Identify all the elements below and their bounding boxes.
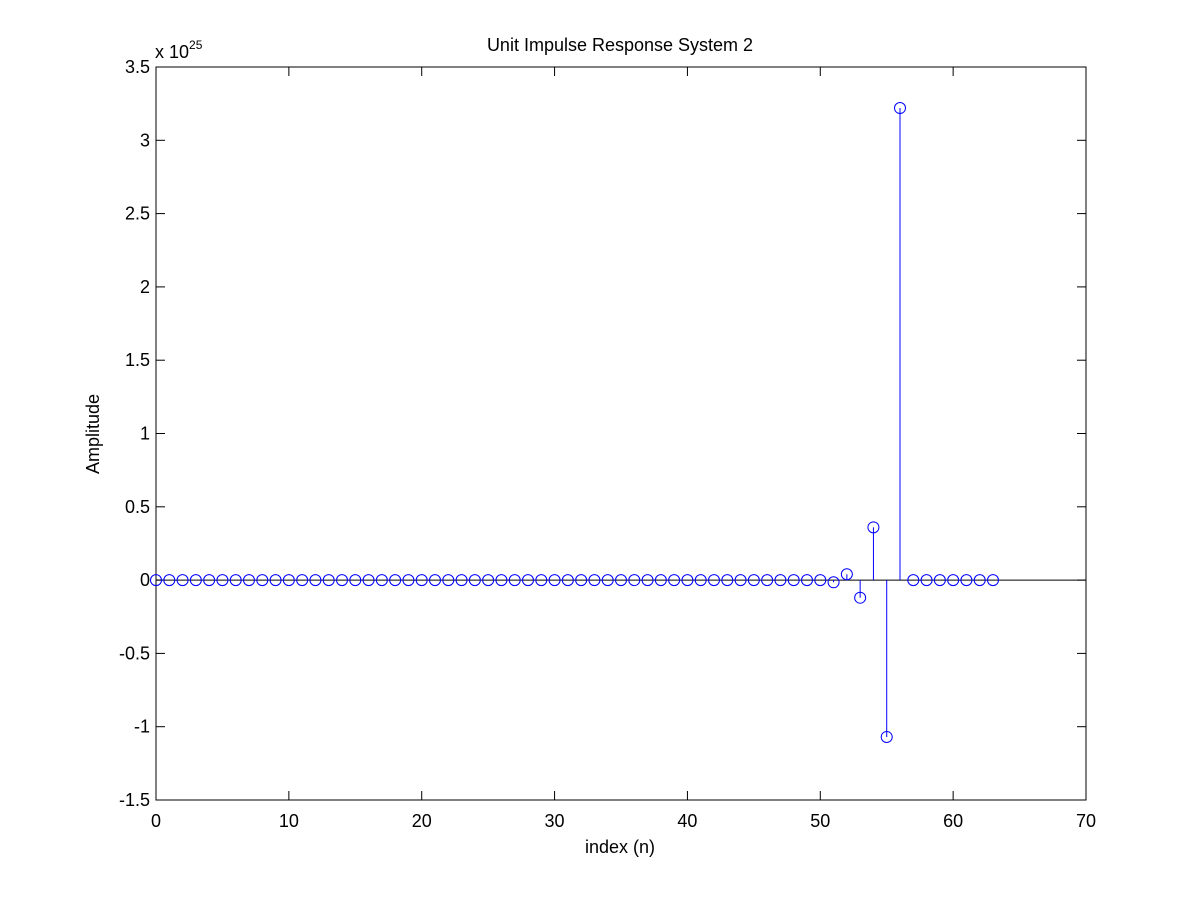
x-tick-label: 30 (545, 811, 565, 831)
stem-marker (203, 574, 216, 587)
stem-marker (641, 574, 654, 587)
stem-marker (243, 574, 255, 587)
stem-marker (973, 574, 986, 587)
stem-marker (402, 574, 415, 587)
stem-marker (256, 574, 269, 587)
y-tick-label: 2 (140, 277, 150, 297)
stem-marker (668, 574, 681, 587)
y-tick-label: 0.5 (125, 497, 150, 517)
stem-marker (615, 574, 627, 587)
stem-marker (681, 574, 694, 587)
stem-marker (894, 102, 906, 115)
stem-marker (960, 574, 973, 587)
y-tick-label: -1.5 (119, 790, 150, 810)
stem-marker (216, 574, 229, 587)
x-tick-label: 70 (1076, 811, 1096, 831)
stem-marker (468, 574, 481, 587)
x-tick-label: 40 (677, 811, 697, 831)
stem-marker (176, 574, 189, 587)
stem-marker (601, 574, 614, 587)
stem-marker (774, 574, 787, 587)
stem-marker (309, 574, 322, 587)
x-tick-label: 10 (279, 811, 299, 831)
y-tick-label: 0 (140, 570, 150, 590)
stem-marker (482, 574, 495, 587)
stem-marker (867, 521, 880, 534)
stem-marker (880, 730, 893, 743)
stem-marker (854, 591, 867, 604)
stem-marker (189, 574, 202, 587)
stem-marker (548, 574, 561, 587)
stem-marker (561, 574, 574, 587)
stem-marker (721, 574, 734, 587)
stem-marker (654, 574, 667, 587)
x-tick-label: 50 (810, 811, 830, 831)
stem-marker (508, 574, 521, 587)
y-tick-label: 1 (140, 424, 150, 444)
x-tick-label: 60 (943, 811, 963, 831)
stem-marker (787, 574, 800, 587)
stem-marker (628, 574, 641, 587)
stem-marker (322, 574, 335, 587)
stem-marker (761, 574, 774, 587)
plot-area: 0 10 20 30 40 50 60 70 -1.5 -1 -0.5 0 0.5 1 1.5 2 2.5 3 3.… (119, 57, 1096, 831)
stem-marker (734, 574, 747, 587)
stem-marker (282, 574, 295, 587)
stem-marker (708, 574, 720, 587)
y-tick-label: 1.5 (125, 350, 150, 370)
stem-marker (442, 574, 455, 587)
stem-marker (415, 574, 428, 587)
stem-marker (336, 574, 348, 587)
stem-marker (907, 574, 920, 587)
stem-marker (588, 574, 601, 587)
stem-marker (840, 568, 853, 581)
stem-marker (389, 574, 402, 587)
stem-marker (920, 574, 933, 587)
stem-marker (375, 574, 388, 587)
y-axis-label: Amplitude (83, 394, 103, 474)
stem-marker (694, 574, 707, 587)
stem-marker (987, 574, 999, 587)
y-tick-label: 3 (140, 130, 150, 150)
stem-marker (349, 574, 362, 587)
stem-marker (933, 574, 946, 587)
y-tick-label: 2.5 (125, 204, 150, 224)
x-tick-label: 0 (151, 811, 161, 831)
stem-marker (814, 574, 827, 587)
stem-marker (575, 574, 588, 587)
x-tick-label: 20 (412, 811, 432, 831)
stem-marker (229, 574, 242, 587)
y-tick-label: -1 (134, 717, 150, 737)
stem-marker (747, 574, 760, 587)
y-tick-label: 3.5 (125, 57, 150, 77)
stem-marker (801, 574, 813, 587)
stem-marker (269, 574, 282, 587)
stem-marker (455, 574, 468, 587)
x-axis-label: index (n) (585, 837, 655, 857)
y-exponent-label: x 1025 (155, 38, 203, 62)
stem-marker (535, 574, 548, 587)
stem-marker (296, 574, 309, 587)
stem-marker (495, 574, 508, 587)
stem-marker (827, 576, 840, 589)
stem-marker (362, 574, 375, 587)
chart-title: Unit Impulse Response System 2 (487, 35, 753, 55)
stem-marker (947, 574, 960, 587)
y-tick-label: -0.5 (119, 643, 150, 663)
stem-marker (163, 574, 176, 587)
stem-marker (150, 574, 162, 587)
stem-marker (522, 574, 534, 587)
stem-marker (429, 574, 441, 587)
